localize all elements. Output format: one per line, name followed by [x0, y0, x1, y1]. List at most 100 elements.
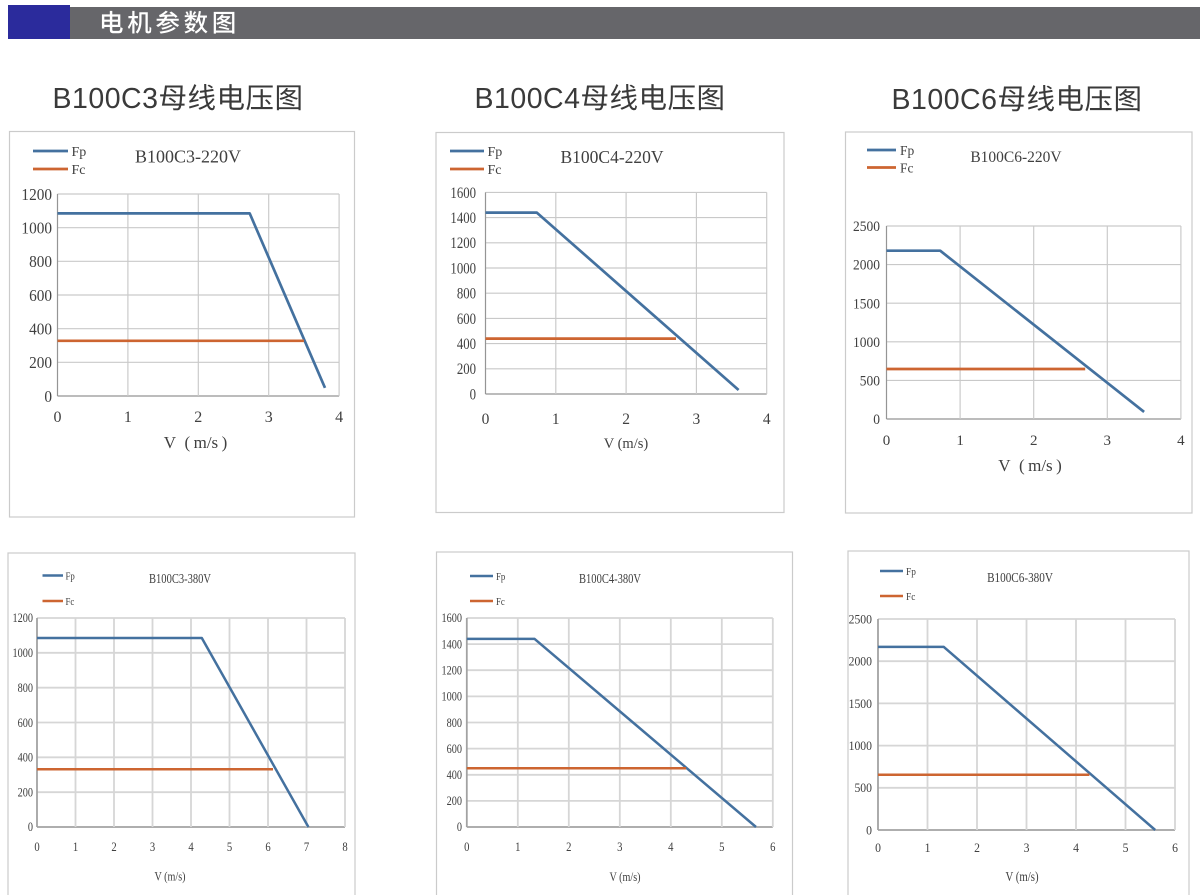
svg-text:B100C4-380V: B100C4-380V — [579, 571, 641, 587]
svg-text:B100C3-380V: B100C3-380V — [149, 571, 211, 587]
svg-text:B100C3: B100C3 — [53, 83, 159, 115]
svg-text:1000: 1000 — [21, 220, 52, 238]
svg-text:0: 0 — [482, 411, 490, 428]
svg-text:Fc: Fc — [66, 596, 75, 608]
svg-text:V (m/s): V (m/s) — [609, 870, 640, 884]
svg-text:2: 2 — [974, 840, 980, 855]
svg-text:200: 200 — [29, 354, 52, 372]
svg-text:V (m/s): V (m/s) — [154, 869, 185, 883]
svg-text:1: 1 — [124, 409, 132, 426]
svg-text:B100C3-220V: B100C3-220V — [135, 147, 241, 167]
svg-text:1600: 1600 — [442, 612, 463, 625]
svg-text:B100C4: B100C4 — [475, 83, 581, 115]
svg-text:1500: 1500 — [853, 296, 880, 313]
svg-text:3: 3 — [617, 839, 622, 854]
svg-text:1400: 1400 — [450, 210, 476, 228]
svg-text:5: 5 — [1123, 840, 1129, 855]
svg-text:5: 5 — [227, 839, 232, 854]
svg-text:0: 0 — [34, 839, 39, 854]
svg-text:200: 200 — [457, 361, 476, 379]
svg-text:800: 800 — [29, 253, 52, 271]
svg-text:2000: 2000 — [849, 654, 872, 669]
svg-text:1000: 1000 — [853, 334, 880, 351]
svg-text:7: 7 — [304, 839, 309, 854]
svg-text:1200: 1200 — [13, 612, 34, 625]
svg-text:0: 0 — [875, 840, 881, 855]
svg-text:1000: 1000 — [849, 738, 872, 753]
svg-text:2000: 2000 — [853, 257, 880, 274]
svg-text:5: 5 — [719, 839, 724, 854]
svg-text:2: 2 — [111, 839, 116, 854]
svg-text:8: 8 — [342, 839, 347, 854]
svg-text:Fc: Fc — [488, 163, 502, 178]
svg-text:4: 4 — [1177, 433, 1185, 449]
svg-text:2500: 2500 — [849, 612, 872, 627]
svg-text:1500: 1500 — [849, 696, 872, 711]
svg-text:4: 4 — [188, 839, 193, 854]
svg-text:6: 6 — [1172, 840, 1178, 855]
svg-text:Fp: Fp — [488, 145, 503, 160]
svg-text:1: 1 — [925, 840, 931, 855]
svg-text:4: 4 — [335, 409, 343, 426]
svg-text:1000: 1000 — [442, 691, 463, 704]
svg-text:3: 3 — [265, 409, 273, 426]
svg-text:0: 0 — [470, 386, 476, 404]
svg-text:0: 0 — [866, 823, 872, 838]
svg-text:0: 0 — [54, 409, 62, 426]
svg-text:Fp: Fp — [906, 566, 916, 578]
svg-text:600: 600 — [447, 743, 463, 756]
svg-text:2: 2 — [566, 839, 571, 854]
svg-text:Fc: Fc — [900, 160, 914, 175]
svg-text:1200: 1200 — [21, 186, 52, 204]
svg-text:1: 1 — [956, 433, 964, 449]
svg-text:Fp: Fp — [900, 143, 915, 158]
svg-text:1600: 1600 — [450, 185, 476, 203]
svg-text:800: 800 — [18, 682, 34, 695]
svg-text:1000: 1000 — [450, 260, 476, 278]
svg-text:3: 3 — [1104, 433, 1112, 449]
svg-text:6: 6 — [265, 839, 270, 854]
svg-text:4: 4 — [1073, 840, 1079, 855]
svg-text:600: 600 — [18, 717, 34, 730]
svg-text:400: 400 — [447, 769, 463, 782]
svg-text:Fp: Fp — [66, 571, 75, 583]
svg-text:0: 0 — [28, 821, 33, 834]
svg-text:800: 800 — [447, 717, 463, 730]
svg-text:V (m/s): V (m/s) — [604, 436, 649, 452]
svg-text:600: 600 — [29, 287, 52, 305]
svg-text:B100C6: B100C6 — [892, 84, 998, 116]
svg-text:1400: 1400 — [442, 639, 463, 652]
svg-text:2500: 2500 — [853, 218, 880, 235]
svg-text:600: 600 — [457, 311, 476, 329]
svg-text:0: 0 — [464, 839, 469, 854]
svg-text:3: 3 — [1024, 840, 1030, 855]
svg-text:0: 0 — [457, 821, 462, 834]
svg-text:3: 3 — [150, 839, 155, 854]
svg-text:0: 0 — [883, 433, 891, 449]
svg-text:200: 200 — [18, 787, 34, 800]
svg-text:V ( m/s ): V ( m/s ) — [998, 456, 1061, 475]
svg-text:500: 500 — [854, 781, 872, 796]
svg-text:Fc: Fc — [906, 591, 916, 603]
svg-text:Fp: Fp — [72, 145, 87, 160]
svg-text:2: 2 — [194, 409, 202, 426]
svg-text:1: 1 — [73, 839, 78, 854]
svg-text:4: 4 — [763, 411, 771, 428]
svg-text:800: 800 — [457, 285, 476, 303]
svg-text:B100C6-220V: B100C6-220V — [970, 149, 1062, 166]
svg-text:400: 400 — [457, 336, 476, 354]
svg-text:1: 1 — [552, 411, 560, 428]
svg-text:500: 500 — [860, 373, 880, 390]
svg-text:0: 0 — [44, 388, 52, 406]
svg-text:Fp: Fp — [496, 571, 505, 583]
svg-text:3: 3 — [693, 411, 701, 428]
svg-text:4: 4 — [668, 839, 673, 854]
svg-text:400: 400 — [29, 321, 52, 339]
svg-text:2: 2 — [1030, 433, 1038, 449]
svg-text:V (m/s): V (m/s) — [1005, 869, 1038, 884]
svg-text:Fc: Fc — [496, 596, 505, 608]
svg-text:2: 2 — [622, 411, 630, 428]
svg-text:B100C6-380V: B100C6-380V — [987, 570, 1053, 585]
svg-text:1: 1 — [515, 839, 520, 854]
svg-text:Fc: Fc — [72, 163, 86, 178]
